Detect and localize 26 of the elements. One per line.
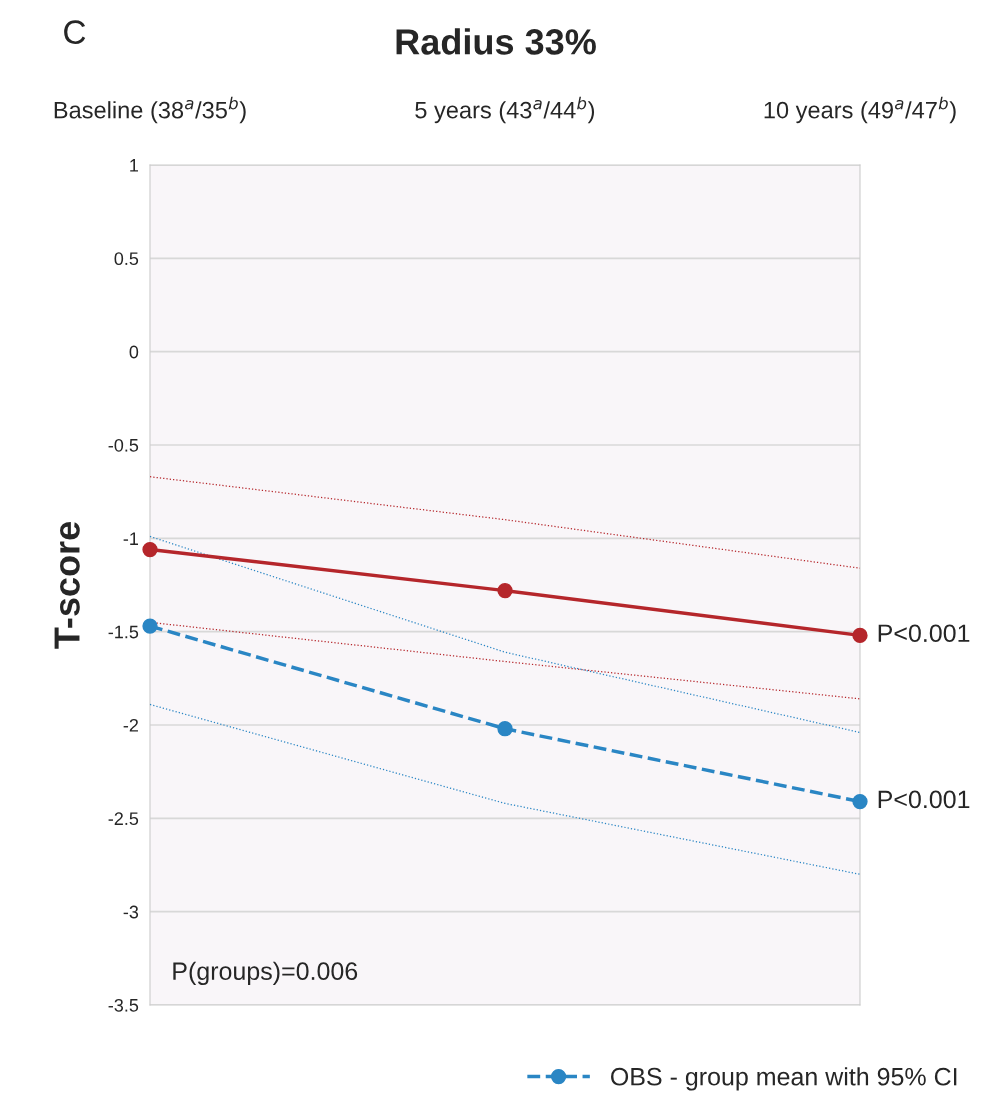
y-tick-label: -1.5 bbox=[108, 625, 139, 639]
y-tick-label: -2.5 bbox=[108, 812, 139, 826]
x-tick-label: Baseline (38$^{a}$/35$^{b}$) bbox=[54, 96, 246, 124]
y-tick-label: -3 bbox=[123, 905, 139, 919]
x-tick-label: 10 years (49$^{a}$/47$^{b}$) bbox=[764, 96, 956, 124]
annotation: P<0.001 bbox=[878, 624, 970, 643]
legend-label: OBS - group mean with 95% CI bbox=[611, 1067, 957, 1091]
point bbox=[142, 618, 158, 634]
annotation: P(groups)=0.006 bbox=[173, 961, 358, 985]
point bbox=[142, 541, 158, 558]
y-tick-label: -2 bbox=[123, 718, 138, 732]
point bbox=[497, 721, 513, 737]
chart-title: Radius 33% bbox=[396, 28, 596, 55]
x-tick-label: 5 years (43$^{a}$/44$^{b}$) bbox=[415, 96, 595, 124]
annotation: P<0.001 bbox=[878, 790, 970, 809]
y-tick-label: -3.5 bbox=[108, 998, 139, 1012]
point bbox=[852, 793, 868, 810]
text: C bbox=[64, 20, 86, 44]
y-tick-label: -0.5 bbox=[108, 438, 139, 452]
point bbox=[852, 627, 868, 644]
y-axis-title: T-score bbox=[54, 522, 80, 649]
y-tick-label: 0.5 bbox=[114, 252, 139, 266]
y-tick-label: -1 bbox=[123, 532, 139, 545]
point bbox=[497, 582, 513, 599]
y-tick-label: 1 bbox=[130, 159, 139, 172]
y-tick-label: 0 bbox=[129, 345, 139, 359]
